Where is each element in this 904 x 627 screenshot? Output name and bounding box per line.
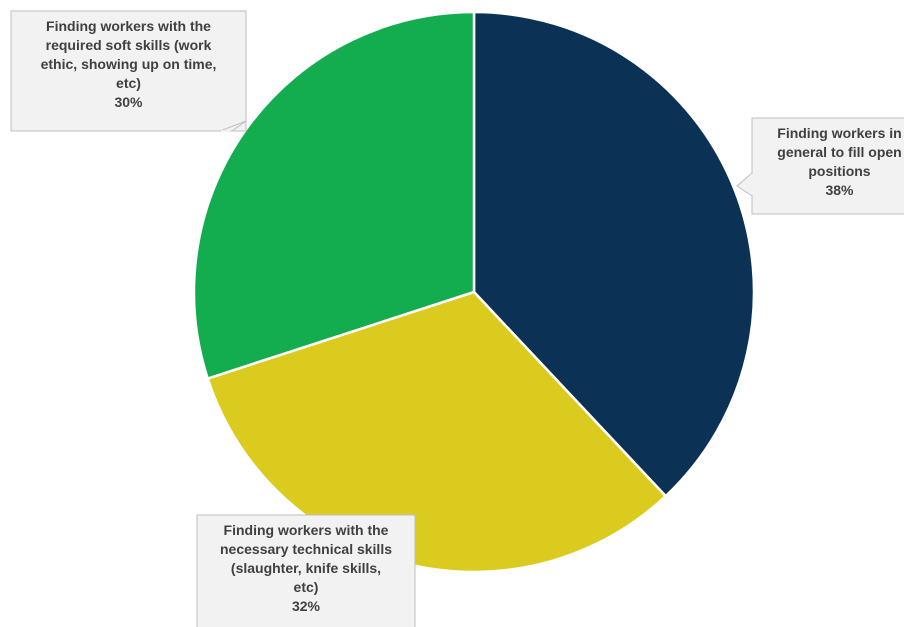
- slice-category-label: Finding workers in: [777, 125, 901, 141]
- slice-category-label: etc): [294, 579, 319, 595]
- slice-category-label: Finding workers with the: [46, 18, 211, 34]
- slice-category-label: etc): [116, 75, 141, 91]
- slice-value-label: 30%: [114, 94, 143, 110]
- data-label-callout-1: Finding workers with the necessary techni…: [196, 514, 416, 627]
- slice-category-label: positions: [808, 163, 870, 179]
- data-label-callout-0: Finding workers in general to fill open po…: [736, 117, 904, 215]
- pie-slice-0: [472, 10, 756, 498]
- slice-category-label: Finding workers with the: [224, 522, 389, 538]
- slice-category-label: (slaughter, knife skills,: [231, 560, 381, 576]
- slice-category-label: ethic, showing up on time,: [41, 56, 217, 72]
- pie-slice-2: [192, 10, 476, 381]
- slice-value-label: 38%: [825, 182, 854, 198]
- slice-category-label: general to fill open: [777, 144, 901, 160]
- slice-category-label: necessary technical skills: [220, 541, 392, 557]
- data-label-callout-2: Finding workers with the required soft sk…: [10, 10, 247, 132]
- slice-value-label: 32%: [292, 598, 321, 614]
- slice-category-label: required soft skills (work: [46, 37, 212, 53]
